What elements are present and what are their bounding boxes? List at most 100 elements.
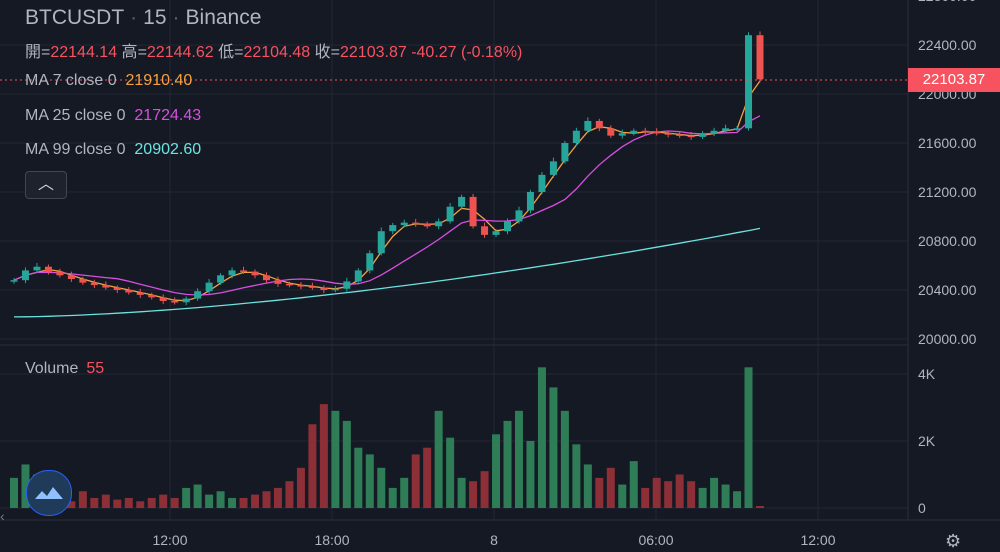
candle-body	[423, 223, 431, 227]
candle-body	[331, 288, 339, 291]
candle-body	[400, 222, 408, 226]
volume-bar	[78, 491, 87, 508]
high-value: 22144.62	[146, 44, 214, 61]
volume-bar	[113, 499, 122, 508]
candle-body	[343, 281, 351, 289]
candle-body	[228, 270, 236, 276]
gear-icon[interactable]: ⚙	[945, 531, 962, 551]
candle-body	[159, 297, 167, 302]
candle-body	[320, 287, 328, 290]
volume-bar	[537, 367, 546, 508]
candle-body	[664, 133, 672, 135]
candle-body	[538, 174, 546, 192]
candle-body	[481, 226, 489, 235]
ma99-line	[13, 227, 761, 318]
candle-body	[745, 35, 753, 129]
ma7-legend[interactable]: MA 7 close 0 21910.40	[25, 72, 192, 90]
volume-bar	[21, 464, 30, 508]
volume-legend[interactable]: Volume 55	[25, 360, 104, 378]
candle-body	[205, 282, 213, 292]
high-label: 高	[121, 44, 138, 61]
time-tick-label: 06:00	[638, 532, 673, 548]
volume-tick-label: 2K	[918, 433, 936, 449]
candle-body	[67, 275, 75, 279]
candle-body	[504, 221, 512, 232]
candle-body	[90, 282, 98, 286]
volume-bar	[457, 477, 466, 508]
candle-body	[710, 130, 718, 134]
scroll-left-icon[interactable]: ‹	[0, 508, 5, 524]
volume-bar	[664, 481, 673, 508]
candle-body	[285, 283, 293, 286]
candle-body	[515, 210, 523, 222]
candle-body	[240, 270, 248, 272]
candle-body	[630, 130, 638, 134]
volume-bar	[411, 454, 420, 508]
candle-body	[722, 128, 730, 131]
volume-value: 55	[86, 360, 105, 377]
volume-bar	[67, 501, 76, 508]
candle-body	[595, 120, 603, 129]
volume-bar	[239, 497, 248, 508]
candle-body	[641, 130, 649, 133]
ma99-legend[interactable]: MA 99 close 0 20902.60	[25, 141, 201, 159]
candle-body	[44, 266, 52, 272]
volume-bar	[710, 477, 719, 508]
volume-bar	[572, 444, 581, 508]
collapse-legend-button[interactable]: ︿	[25, 171, 67, 199]
volume-bar	[687, 481, 696, 508]
candle-body	[136, 292, 144, 295]
volume-bar	[526, 441, 535, 508]
candle-body	[33, 266, 41, 271]
logo-icon[interactable]	[26, 470, 72, 516]
interval-label[interactable]: 15	[143, 6, 167, 29]
candle-body	[148, 294, 156, 298]
volume-bar	[434, 410, 443, 508]
time-tick-label: 8	[490, 532, 498, 548]
volume-bar	[469, 481, 478, 508]
grid-lines	[0, 0, 908, 520]
time-axis[interactable]: 12:00 18:00 8 06:00 12:00	[152, 532, 835, 548]
change-value: -40.27	[411, 44, 457, 61]
symbol-name[interactable]: BTCUSDT	[25, 6, 125, 29]
candle-body	[584, 120, 592, 131]
candle-body	[217, 275, 225, 283]
candle-body	[21, 270, 29, 281]
time-tick-label: 12:00	[152, 532, 187, 548]
volume-axis[interactable]: 0 2K 4K	[918, 366, 936, 516]
volume-bar	[733, 491, 742, 508]
volume-tick-label: 4K	[918, 366, 936, 382]
ma7-label: MA 7 close 0	[25, 72, 117, 89]
ma25-line	[13, 115, 761, 296]
volume-bar	[331, 410, 340, 508]
price-axis[interactable]: 20000.00 20400.00 20800.00 21200.00 21600.00…	[918, 0, 977, 347]
symbol-header[interactable]: BTCUSDT · 15 · Binance	[25, 6, 262, 29]
candle-body	[194, 291, 202, 299]
exchange-label: Binance	[185, 6, 262, 29]
candle-body	[182, 298, 190, 303]
volume-bar	[675, 474, 684, 508]
ma7-value: 21910.40	[125, 72, 193, 89]
volume-bar	[124, 497, 133, 508]
volume-bar	[319, 404, 328, 508]
volume-bar	[182, 487, 191, 508]
volume-bar	[606, 467, 615, 508]
candle-body	[526, 192, 534, 211]
low-value: 22104.48	[243, 44, 311, 61]
volume-bar	[147, 497, 156, 508]
candlestick-series	[10, 31, 764, 306]
volume-bar	[549, 387, 558, 508]
volume-bar	[308, 424, 317, 508]
candle-body	[653, 131, 661, 134]
volume-bar	[721, 484, 730, 508]
ma25-label: MA 25 close 0	[25, 107, 126, 124]
volume-bar	[629, 461, 638, 508]
candle-body	[262, 275, 270, 281]
candle-body	[756, 35, 764, 80]
ma25-legend[interactable]: MA 25 close 0 21724.43	[25, 107, 201, 125]
volume-bar	[480, 471, 489, 508]
volume-label: Volume	[25, 360, 79, 377]
volume-bar	[652, 477, 661, 508]
candle-body	[251, 271, 259, 276]
candle-body	[561, 143, 569, 162]
